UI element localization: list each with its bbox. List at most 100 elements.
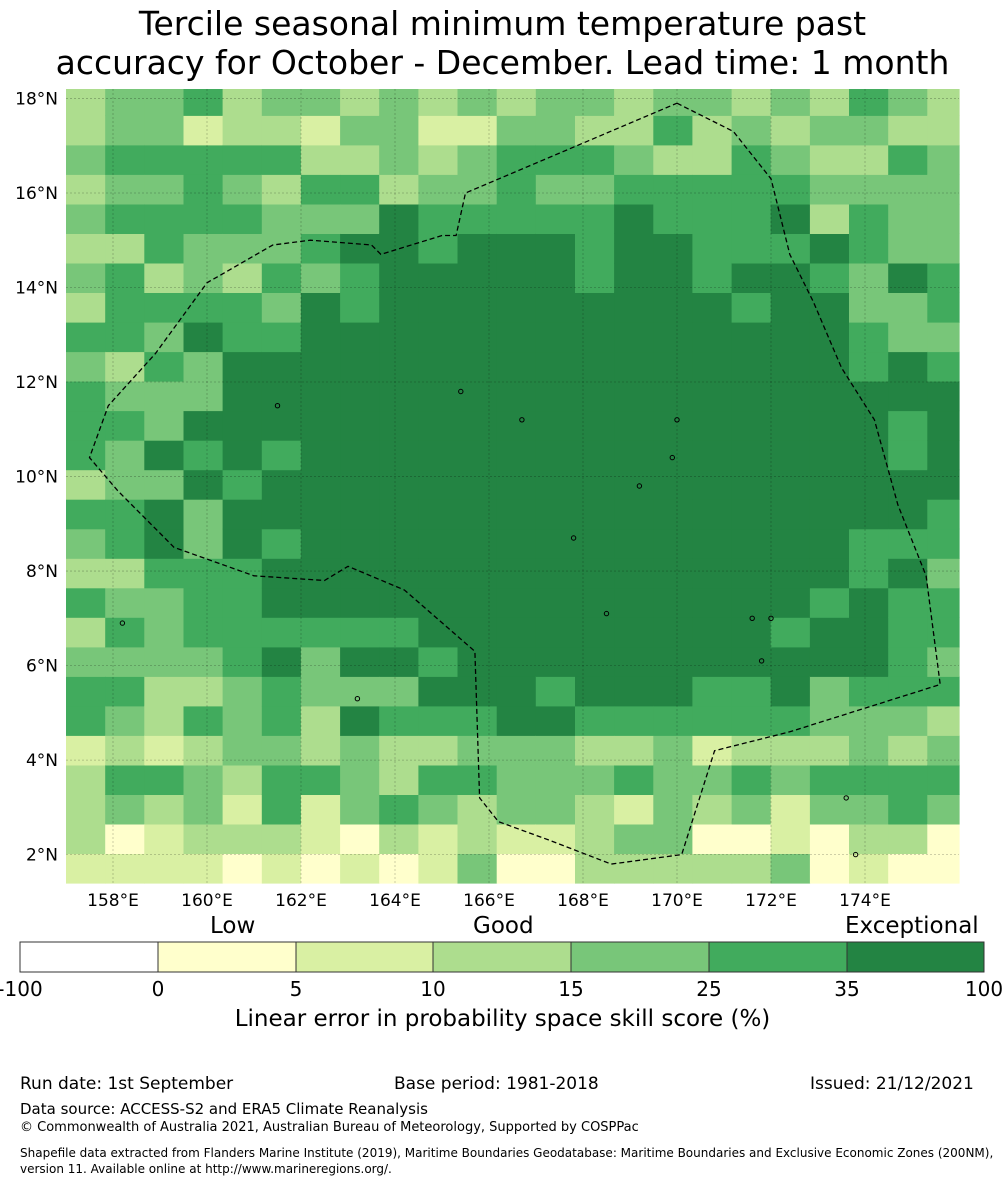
- grid-cell: [535, 144, 576, 175]
- grid-cell: [927, 381, 960, 412]
- grid-cell: [927, 144, 960, 175]
- grid-cell: [105, 351, 145, 382]
- grid-cell: [222, 558, 263, 589]
- grid-cell: [300, 469, 341, 500]
- grid-cell: [457, 262, 498, 293]
- grid-cell: [66, 440, 106, 471]
- grid-cell: [222, 174, 263, 205]
- grid-cell: [222, 735, 263, 766]
- grid-cell: [418, 115, 459, 146]
- grid-cell: [457, 528, 498, 559]
- grid-cell: [535, 469, 576, 500]
- grid-cell: [418, 646, 459, 677]
- grid-cell: [457, 292, 498, 323]
- lon-tick-label: 168°E: [557, 891, 609, 911]
- grid-cell: [66, 676, 106, 707]
- grid-cell: [849, 735, 889, 766]
- grid-cell: [457, 558, 498, 589]
- grid-cell: [66, 735, 106, 766]
- grid-cell: [614, 203, 654, 234]
- grid-cell: [183, 233, 224, 264]
- grid-cell: [261, 233, 302, 264]
- grid-cell: [105, 735, 145, 766]
- grid-cell: [575, 115, 615, 146]
- grid-cell: [927, 558, 960, 589]
- grid-cell: [927, 410, 960, 441]
- grid-cell: [692, 469, 733, 500]
- grid-cell: [66, 617, 106, 648]
- grid-cell: [105, 587, 145, 618]
- grid-cell: [222, 89, 263, 116]
- grid-cell: [183, 144, 224, 175]
- grid-cell: [105, 381, 145, 412]
- grid-cell: [927, 115, 960, 146]
- grid-cell: [692, 735, 733, 766]
- grid-cell: [105, 410, 145, 441]
- grid-cell: [144, 853, 185, 884]
- grid-cell: [535, 528, 576, 559]
- grid-cell: [849, 144, 889, 175]
- grid-cell: [653, 646, 694, 677]
- grid-cell: [105, 499, 145, 530]
- grid-cell: [653, 499, 694, 530]
- grid-cell: [222, 469, 263, 500]
- grid-cell: [614, 676, 654, 707]
- grid-cell: [457, 410, 498, 441]
- grid-cell: [888, 144, 928, 175]
- grid-cell: [261, 381, 302, 412]
- grid-cell: [261, 764, 302, 795]
- lat-tick-label: 10°N: [15, 468, 58, 488]
- grid-cell: [535, 351, 576, 382]
- grid-cell: [183, 528, 224, 559]
- grid-cell: [418, 203, 459, 234]
- grid-cell: [535, 499, 576, 530]
- grid-cell: [770, 351, 811, 382]
- grid-cell: [340, 794, 380, 825]
- grid-cell: [379, 351, 419, 382]
- grid-cell: [770, 499, 811, 530]
- grid-cell: [457, 351, 498, 382]
- grid-cell: [770, 89, 811, 116]
- grid-cell: [418, 617, 459, 648]
- grid-cell: [575, 794, 615, 825]
- grid-cell: [770, 823, 811, 854]
- island-outline: [852, 851, 859, 858]
- grid-cell: [614, 89, 654, 116]
- grid-cell: [418, 262, 459, 293]
- grid-cell: [222, 351, 263, 382]
- grid-cell: [496, 115, 537, 146]
- grid-cell: [261, 646, 302, 677]
- grid-cell: [457, 853, 498, 884]
- grid-cell: [927, 89, 960, 116]
- grid-cell: [66, 705, 106, 736]
- grid-cell: [144, 764, 185, 795]
- grid-cell: [379, 469, 419, 500]
- grid-cell: [927, 853, 960, 884]
- grid-cell: [66, 322, 106, 353]
- grid-cell: [144, 381, 185, 412]
- grid-cell: [535, 381, 576, 412]
- grid-cell: [575, 292, 615, 323]
- grid-cell: [809, 89, 850, 116]
- grid-cell: [575, 381, 615, 412]
- grid-cell: [653, 381, 694, 412]
- grid-cell: [105, 617, 145, 648]
- grid-cell: [183, 410, 224, 441]
- grid-cell: [927, 735, 960, 766]
- grid-cell: [496, 705, 537, 736]
- grid-cell: [418, 764, 459, 795]
- grid-cell: [535, 262, 576, 293]
- grid-cell: [261, 853, 302, 884]
- grid-cell: [809, 528, 850, 559]
- grid-cell: [144, 676, 185, 707]
- grid-cell: [809, 292, 850, 323]
- grid-cell: [457, 203, 498, 234]
- grid-cell: [144, 144, 185, 175]
- grid-cell: [222, 381, 263, 412]
- grid-cell: [418, 469, 459, 500]
- grid-cell: [535, 646, 576, 677]
- grid-cell: [261, 823, 302, 854]
- grid-cell: [222, 262, 263, 293]
- grid-cell: [183, 440, 224, 471]
- grid-cell: [927, 705, 960, 736]
